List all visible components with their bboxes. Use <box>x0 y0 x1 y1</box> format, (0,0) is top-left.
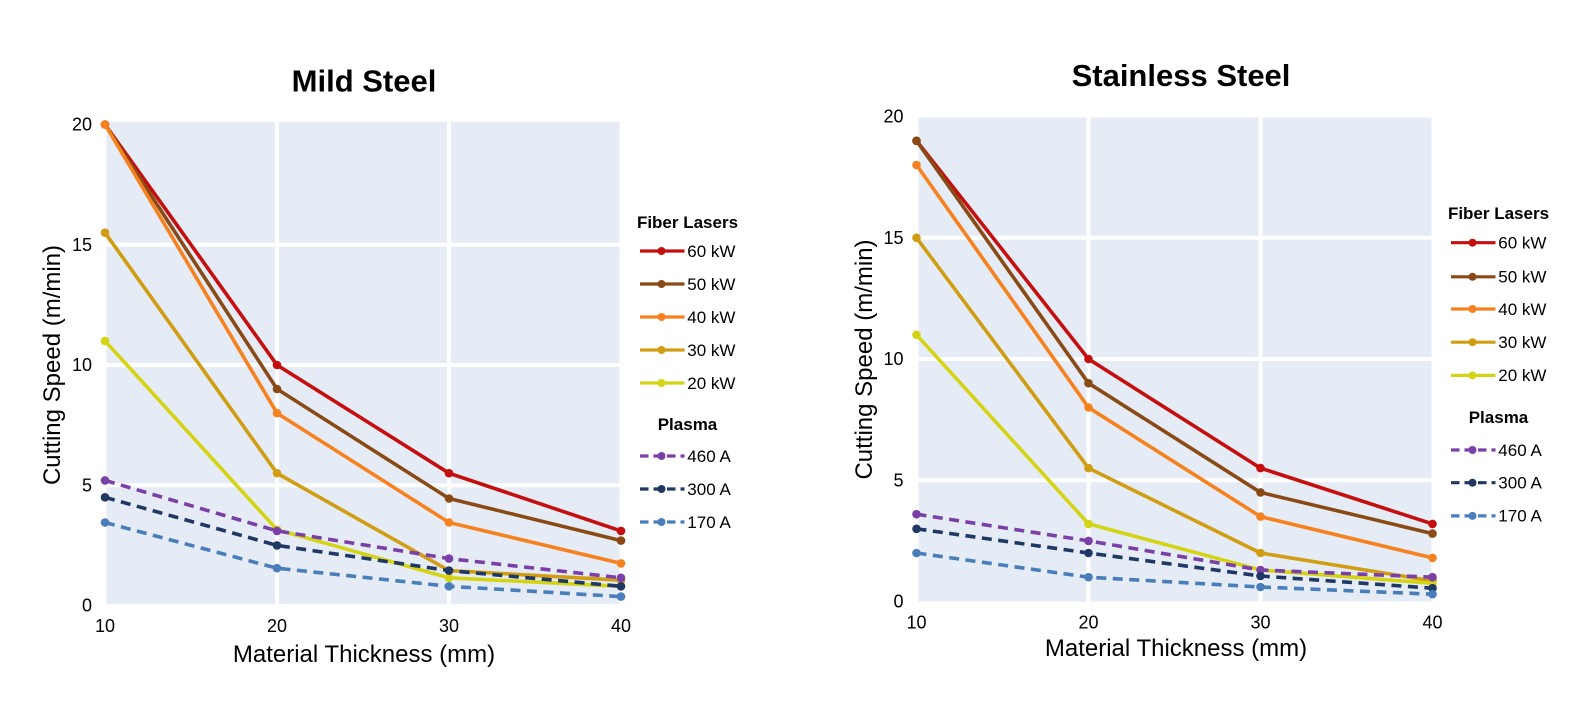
svg-text:40 kW: 40 kW <box>1498 300 1546 319</box>
svg-text:Cutting Speed (m/min): Cutting Speed (m/min) <box>39 245 66 485</box>
svg-text:30: 30 <box>439 616 459 636</box>
svg-text:Plasma: Plasma <box>658 415 718 434</box>
svg-text:0: 0 <box>893 592 903 612</box>
svg-text:50 kW: 50 kW <box>1498 268 1546 287</box>
svg-text:300 A: 300 A <box>687 480 731 499</box>
svg-text:460 A: 460 A <box>1498 441 1542 460</box>
svg-text:Fiber Lasers: Fiber Lasers <box>1448 204 1549 223</box>
svg-text:Stainless Steel: Stainless Steel <box>1072 58 1291 93</box>
svg-text:40: 40 <box>611 616 631 636</box>
svg-text:Plasma: Plasma <box>1469 408 1529 427</box>
svg-text:Material Thickness (mm): Material Thickness (mm) <box>233 641 495 668</box>
svg-text:460 A: 460 A <box>687 447 731 466</box>
svg-text:5: 5 <box>893 470 903 490</box>
svg-text:10: 10 <box>906 613 926 633</box>
svg-text:Fiber Lasers: Fiber Lasers <box>637 213 738 232</box>
svg-text:10: 10 <box>883 349 903 369</box>
svg-text:40: 40 <box>1422 613 1442 633</box>
svg-text:10: 10 <box>95 616 115 636</box>
svg-text:60 kW: 60 kW <box>1498 234 1546 253</box>
svg-text:20: 20 <box>1078 613 1098 633</box>
svg-text:10: 10 <box>72 355 92 375</box>
svg-text:40 kW: 40 kW <box>687 308 735 327</box>
svg-text:30: 30 <box>1250 613 1270 633</box>
svg-text:170 A: 170 A <box>687 513 731 532</box>
svg-text:Cutting Speed (m/min): Cutting Speed (m/min) <box>851 239 878 479</box>
svg-text:0: 0 <box>82 596 92 616</box>
svg-text:20: 20 <box>72 115 92 135</box>
svg-text:20 kW: 20 kW <box>687 374 735 393</box>
svg-text:50 kW: 50 kW <box>687 275 735 294</box>
svg-text:30 kW: 30 kW <box>687 341 735 360</box>
svg-text:15: 15 <box>883 228 903 248</box>
svg-text:20: 20 <box>267 616 287 636</box>
svg-text:30 kW: 30 kW <box>1498 333 1546 352</box>
svg-text:60 kW: 60 kW <box>687 242 735 261</box>
svg-text:300 A: 300 A <box>1498 474 1542 493</box>
svg-text:15: 15 <box>72 235 92 255</box>
svg-text:20: 20 <box>883 107 903 127</box>
svg-text:5: 5 <box>82 475 92 495</box>
svg-text:170 A: 170 A <box>1498 507 1542 526</box>
svg-text:Material Thickness (mm): Material Thickness (mm) <box>1045 635 1307 662</box>
svg-text:Mild Steel: Mild Steel <box>292 64 437 99</box>
svg-text:20 kW: 20 kW <box>1498 366 1546 385</box>
